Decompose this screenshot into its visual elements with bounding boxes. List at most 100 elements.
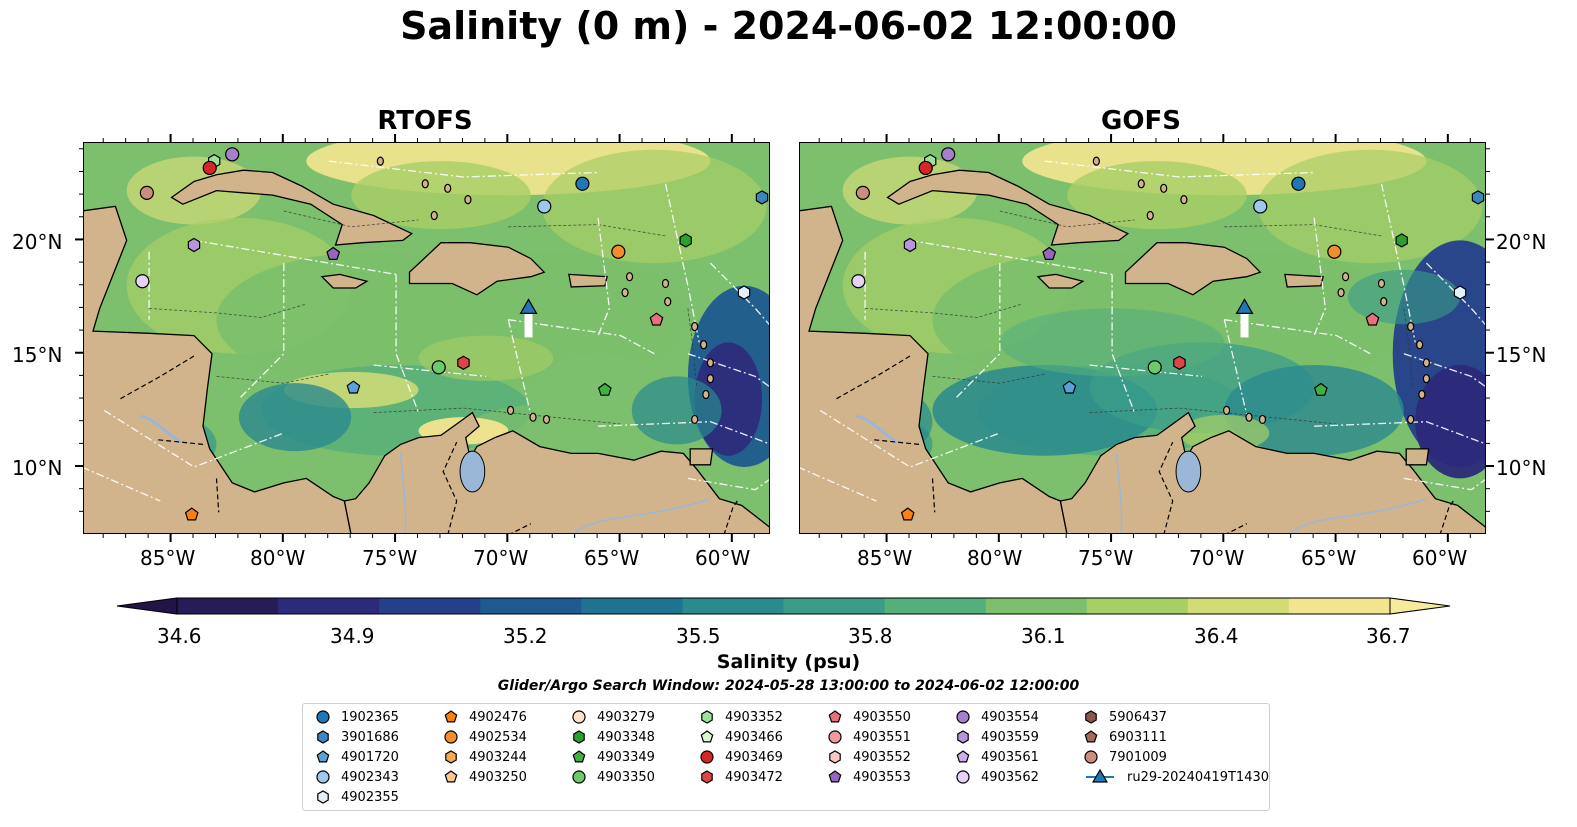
argo-float-4903550: [1365, 312, 1380, 326]
legend-item: 6903111: [1083, 727, 1167, 747]
island: [444, 183, 452, 193]
argo-float-4903554: [225, 147, 240, 162]
eez-boundary: [800, 467, 877, 502]
island: [376, 156, 384, 166]
argo-float-4903469: [202, 160, 217, 176]
legend-marker-icon: [444, 710, 458, 723]
legend-label: 4903250: [469, 769, 527, 785]
bathymetry-contour: [149, 303, 307, 318]
land-hispaniola: [408, 242, 546, 296]
legend-label: 4903550: [853, 709, 911, 725]
island: [706, 358, 714, 368]
legend-marker: [317, 790, 329, 804]
legend-item: 5906437: [1083, 707, 1167, 727]
river: [399, 453, 407, 533]
argo-float-4902343: [1253, 199, 1268, 214]
argo-float-4902534: [611, 244, 626, 259]
legend-label: 4903349: [597, 749, 655, 765]
lat-label: 20°N: [12, 230, 63, 254]
legend-item: 4902534: [443, 727, 527, 747]
legend-item: 3901686: [315, 727, 399, 747]
legend-marker-icon: [444, 730, 458, 744]
legend-label: 6903111: [1109, 729, 1167, 745]
island: [1422, 374, 1430, 384]
lon-label: 60°W: [1412, 546, 1468, 570]
legend-label: 4903466: [725, 729, 783, 745]
legend-marker: [572, 710, 586, 724]
island: [1258, 414, 1267, 425]
legend-marker: [700, 730, 714, 743]
legend-marker-icon: [701, 770, 713, 784]
salinity-patch: [530, 353, 666, 445]
country-border: [510, 523, 532, 533]
legend-item: 4903348: [571, 727, 655, 747]
island: [1407, 414, 1415, 425]
argo-float-4903472: [1173, 355, 1186, 370]
legend-marker-icon: [956, 770, 970, 784]
colorbar-tick: 35.5: [676, 624, 721, 648]
bathymetry-contour: [216, 373, 329, 384]
search-window-text: Glider/Argo Search Window: 2024-05-28 13…: [497, 678, 1080, 694]
lat-label: 10°N: [12, 456, 63, 480]
island: [1222, 405, 1231, 415]
lake-maracaibo: [1175, 450, 1202, 493]
map-gofs[interactable]: [799, 142, 1486, 534]
legend-marker: [317, 730, 329, 744]
legend-marker: [956, 770, 970, 784]
eez-boundary: [84, 467, 161, 502]
argo-float-4903349: [597, 382, 612, 396]
map-rtofs[interactable]: [83, 142, 770, 534]
legend-marker-icon: [444, 770, 458, 783]
lat-label: 15°N: [1496, 343, 1547, 367]
lake-maracaibo: [459, 450, 486, 493]
legend-label: 4903469: [725, 749, 783, 765]
land-cuba: [886, 169, 1130, 246]
eez-boundary: [687, 477, 769, 491]
legend-marker-icon: [956, 750, 970, 763]
colorbar-extend-max: [1389, 597, 1451, 615]
island: [430, 210, 438, 221]
legend-marker-icon: [700, 750, 714, 764]
legend-marker: [701, 770, 713, 784]
legend-marker: [956, 710, 970, 724]
legend-item: 4903561: [955, 747, 1039, 767]
legend-marker-icon: [828, 710, 842, 723]
legend-marker-icon: [957, 730, 969, 744]
lake-nicaragua: [139, 415, 182, 444]
legend-marker: [316, 750, 330, 763]
legend-marker-icon: [700, 730, 714, 743]
legend-item: 4903552: [827, 747, 911, 767]
eez-boundary: [597, 217, 611, 336]
legend-marker-icon: [956, 710, 970, 724]
legend-label: 4903348: [597, 729, 655, 745]
legend-label: 7901009: [1109, 749, 1167, 765]
island: [464, 195, 472, 205]
legend-marker: [700, 750, 714, 764]
country-border: [1226, 523, 1248, 533]
lake-nicaragua: [855, 415, 898, 444]
land-puertoRico: [1284, 273, 1324, 288]
land-puertoRico: [568, 273, 608, 288]
legend-marker: [829, 750, 841, 764]
eez-boundary: [1313, 217, 1327, 336]
argo-float-4903469: [918, 160, 933, 176]
lat-label: 15°N: [12, 343, 63, 367]
colorbar-segment: [278, 598, 380, 614]
legend-marker-icon: [317, 790, 329, 804]
colorbar-extend-min: [116, 597, 178, 615]
legend-item: 4901720: [315, 747, 399, 767]
argo-float-4901720: [346, 380, 361, 394]
country-border: [215, 478, 220, 513]
legend-label: 4902534: [469, 729, 527, 745]
country-border: [1439, 500, 1454, 533]
eez-boundary: [909, 239, 1113, 276]
glider-track: [1240, 311, 1249, 338]
bathymetry-contour: [508, 224, 666, 237]
island: [702, 389, 710, 400]
land-trinidad: [689, 448, 714, 466]
island: [506, 405, 515, 415]
glider-marker-ru29-20240419T1430: [1235, 298, 1254, 315]
island: [421, 179, 429, 189]
lat-label: 10°N: [1496, 456, 1547, 480]
legend-marker: [828, 730, 842, 744]
